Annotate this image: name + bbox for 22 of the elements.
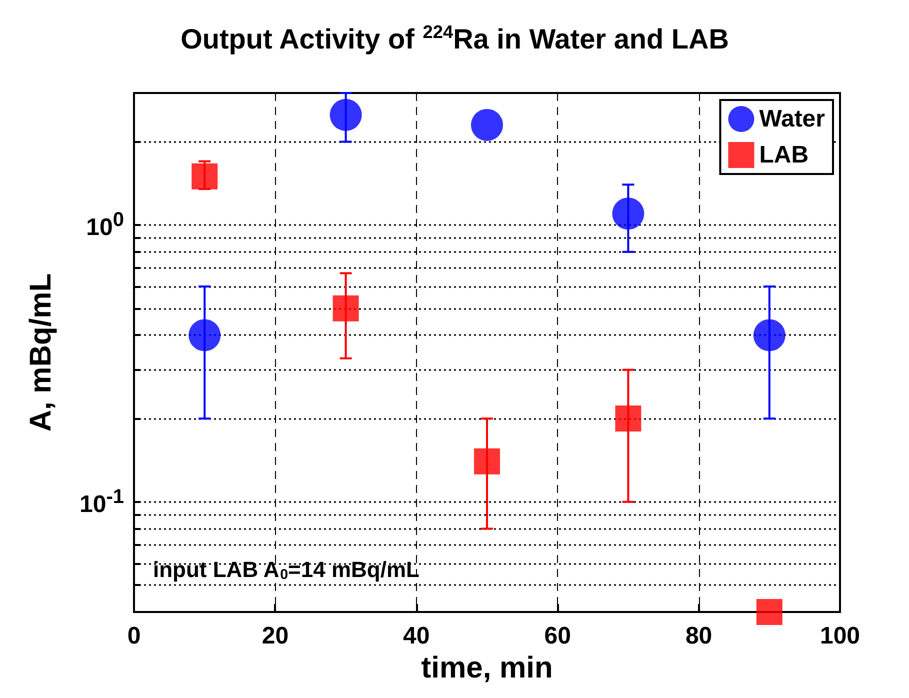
point <box>474 448 500 474</box>
legend-label: Water <box>759 106 826 132</box>
y-axis-title: A, mBq/mL <box>24 273 58 432</box>
point <box>756 599 782 625</box>
point <box>330 98 362 131</box>
x-tick-label: 100 <box>820 622 860 650</box>
x-axis-title: time, min <box>421 651 553 684</box>
point <box>612 198 644 230</box>
point <box>332 295 359 322</box>
point <box>188 319 221 352</box>
x-tick-label: 60 <box>544 622 571 650</box>
point <box>753 319 786 352</box>
x-tick-label: 20 <box>262 622 289 650</box>
x-tick-label: 0 <box>127 622 141 650</box>
x-tick-label: 40 <box>403 622 430 650</box>
point <box>615 406 642 432</box>
point <box>471 108 503 141</box>
x-tick-label: 80 <box>685 622 712 650</box>
legend-label: LAB <box>759 142 809 168</box>
point <box>192 163 218 190</box>
y-tick-label: 10$^{-1}$ <box>80 486 124 518</box>
y-tick-label: 10$^{0}$ <box>86 209 124 242</box>
